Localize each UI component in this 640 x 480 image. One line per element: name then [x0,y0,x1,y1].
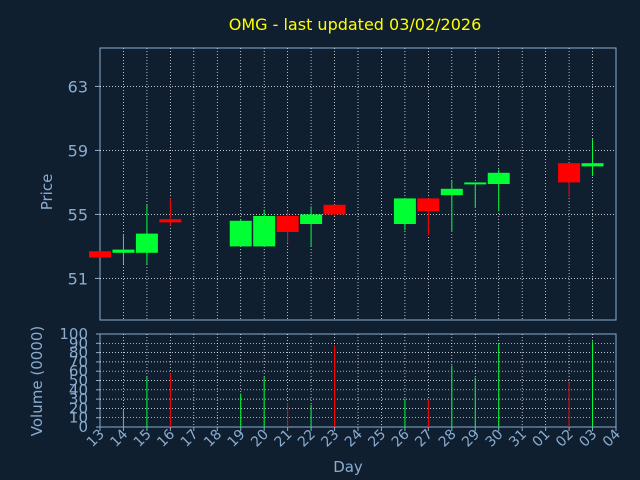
candle-body [393,198,416,224]
candle-body [276,216,299,232]
x-tick-label: 02 [553,427,577,451]
volume-tick-label: 10 [69,409,88,427]
volume-tick-label: 50 [69,372,88,390]
x-tick-label: 17 [178,427,202,451]
x-tick-label: 21 [272,427,296,451]
candle-body [229,220,252,247]
volume-tick-label: 90 [69,334,88,352]
candle-body [253,216,276,247]
candle-body [581,163,604,167]
x-tick-label: 29 [459,427,483,451]
x-tick-label: 01 [530,427,554,451]
candle-body [89,251,111,258]
price-tick-label: 59 [68,141,88,160]
x-tick-label: 15 [131,427,155,451]
x-tick-label: 25 [365,427,389,451]
volume-tick-label: 40 [69,381,88,399]
volume-tick-label: 80 [69,344,88,362]
price-tick-label: 55 [68,205,88,224]
volume-tick-label: 60 [69,362,88,380]
volume-tick-label: 70 [69,353,88,371]
x-tick-label: 04 [600,426,624,450]
candle-body [159,219,182,223]
x-tick-label: 19 [225,427,249,451]
candle-body [440,188,463,196]
x-tick-label: 24 [342,426,366,450]
candle-body [112,249,135,253]
volume-tick-label: 0 [78,418,88,436]
candle-body [417,198,440,212]
volume-tick-label: 30 [69,390,88,408]
candle-body [323,204,346,215]
candle-body [300,214,323,224]
price-tick-label: 63 [68,77,88,96]
volume-tick-label: 100 [59,325,88,343]
x-tick-label: 23 [318,427,342,451]
candle-body [464,182,487,185]
candle-body [135,233,158,253]
volume-tick-label: 20 [69,399,88,417]
x-tick-label: 27 [412,427,436,451]
x-tick-label: 14 [107,426,131,450]
price-tick-label: 51 [68,269,88,288]
candle-body [487,172,510,184]
x-tick-label: 28 [436,427,460,451]
x-tick-label: 31 [506,427,530,451]
volume-axis-label: Volume (0000) [28,326,46,436]
x-tick-label: 03 [576,427,600,451]
x-tick-label: 22 [295,427,319,451]
x-tick-label: 20 [248,427,272,451]
x-tick-label: 18 [201,427,225,451]
x-tick-label: 26 [389,426,413,450]
candle-body [558,163,581,183]
price-axis-label: Price [38,174,56,211]
x-axis-label: Day [333,458,363,476]
chart-title: OMG - last updated 03/02/2026 [229,15,482,34]
x-tick-label: 30 [483,427,507,451]
x-tick-label: 16 [154,426,178,450]
